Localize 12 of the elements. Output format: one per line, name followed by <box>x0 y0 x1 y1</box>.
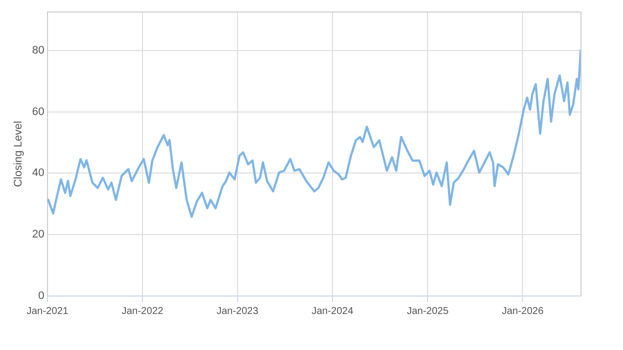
y-tick-label: 40 <box>32 167 44 180</box>
x-tick-label: Jan-2021 <box>26 306 69 317</box>
x-tick-label: Jan-2023 <box>216 306 259 317</box>
x-tick-label: Jan-2025 <box>406 306 449 317</box>
y-axis-title: Closing Level <box>12 120 25 188</box>
y-tick-label: 0 <box>38 290 44 302</box>
y-tick-label: 80 <box>32 44 44 56</box>
y-tick-label: 60 <box>32 106 44 118</box>
x-tick-label: Jan-2026 <box>502 306 544 317</box>
y-tick-label: 20 <box>32 228 44 241</box>
x-tick-label: Jan-2022 <box>122 306 164 317</box>
x-tick-label: Jan-2024 <box>312 306 354 317</box>
